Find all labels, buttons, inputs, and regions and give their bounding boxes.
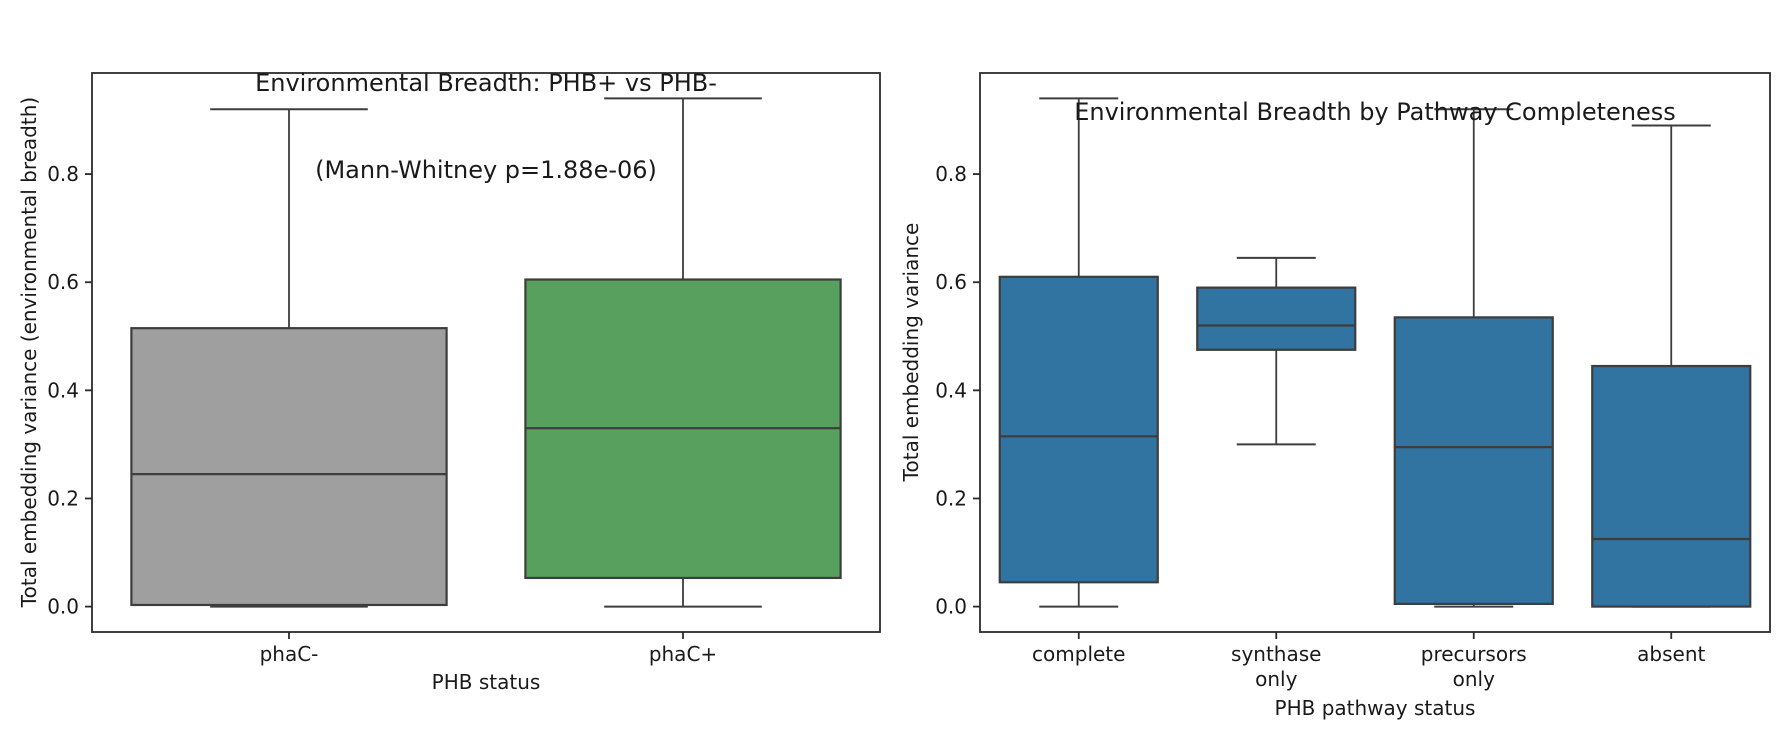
- iqr-box: [1591, 364, 1752, 608]
- box-precursors-only: [1393, 108, 1554, 608]
- x-axis-tick-label: synthase: [1231, 642, 1321, 666]
- iqr-box: [1393, 316, 1554, 605]
- y-axis-tick-label: 0.2: [47, 486, 79, 510]
- left-plot-title: Environmental Breadth: PHB+ vs PHB- (Man…: [92, 11, 880, 243]
- iqr-box: [998, 275, 1159, 584]
- y-axis-tick-label: 0.2: [935, 486, 967, 510]
- x-axis-tick-label: phaC-: [260, 642, 319, 666]
- left-plot-title-line1: Environmental Breadth: PHB+ vs PHB-: [255, 69, 717, 97]
- right-plot-title-line1: Environmental Breadth by Pathway Complet…: [1074, 98, 1676, 126]
- subplot-left: 0.0 0.2 0.4 0.6 0.8 phaC-phaC+: [47, 72, 881, 666]
- box-synthase-only: [1196, 256, 1357, 446]
- iqr-box: [1196, 286, 1357, 351]
- box-phaC+: [524, 97, 842, 608]
- left-plot-title-line2: (Mann-Whitney p=1.88e-06): [315, 156, 657, 184]
- y-axis-tick-label: 0.8: [935, 162, 967, 186]
- axes-frame: [979, 72, 1771, 633]
- x-axis-tick-label: precursors: [1421, 642, 1527, 666]
- y-axis-tick-label: 0.6: [935, 270, 967, 294]
- y-axis-tick-label: 0.4: [935, 378, 967, 402]
- box-complete: [998, 97, 1159, 608]
- y-axis-tick-label: 0.0: [935, 595, 967, 619]
- y-axis-tick-label: 0.4: [47, 378, 79, 402]
- y-axis-tick-label: 0.6: [47, 270, 79, 294]
- right-y-axis-label: Total embedding variance: [899, 222, 923, 482]
- right-x-axis-label: PHB pathway status: [1274, 696, 1476, 720]
- y-axis-tick-label: 0.8: [47, 162, 79, 186]
- right-plot-title: Environmental Breadth by Pathway Complet…: [980, 40, 1770, 185]
- x-axis-tick-label: only: [1255, 667, 1297, 691]
- left-y-axis-label: Total embedding variance (environmental …: [17, 96, 41, 608]
- box-absent: [1591, 124, 1752, 608]
- box-phaC-: [130, 108, 448, 608]
- iqr-box: [130, 327, 448, 607]
- left-x-axis-label: PHB status: [431, 670, 541, 694]
- y-axis-tick-label: 0.0: [47, 595, 79, 619]
- x-axis-tick-label: phaC+: [649, 642, 717, 666]
- axes-frame: [91, 72, 881, 633]
- x-axis-tick-label: absent: [1637, 642, 1705, 666]
- x-axis-tick-label: complete: [1032, 642, 1125, 666]
- x-axis-tick-label: only: [1453, 667, 1495, 691]
